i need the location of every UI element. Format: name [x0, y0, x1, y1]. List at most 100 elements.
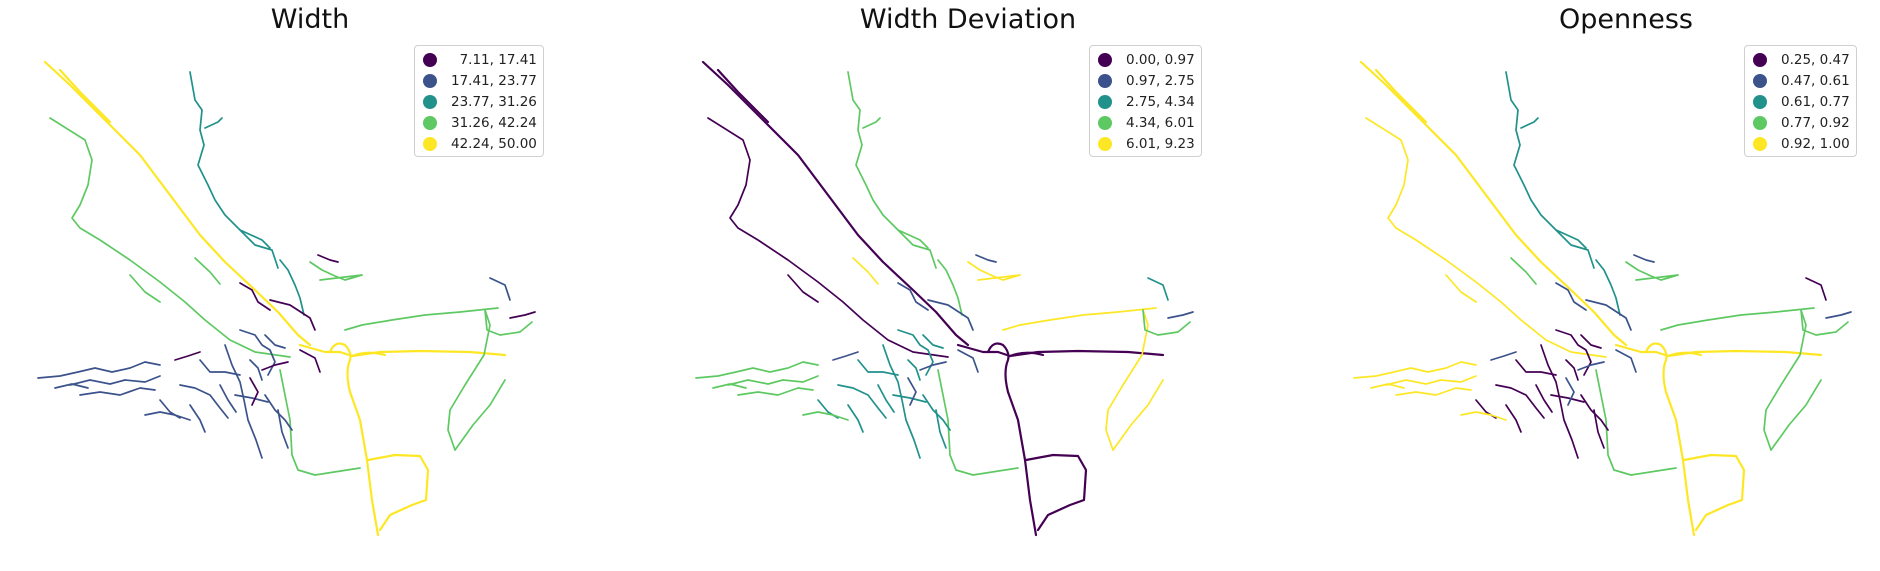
- street-segment-branch: [447, 309, 491, 451]
- street-segment-town: [489, 277, 511, 301]
- street-network-map: [37, 60, 536, 537]
- street-segment-town: [189, 404, 206, 433]
- street-segment-east_road: [1595, 369, 1677, 476]
- legend-label: 17.41, 23.77: [451, 72, 537, 89]
- legend-swatch: [423, 115, 437, 130]
- street-segment-ring: [1008, 351, 1045, 358]
- street-segment-misc: [299, 349, 321, 373]
- street-segment-town: [907, 359, 921, 381]
- legend-label: 0.92, 1.00: [1781, 135, 1850, 152]
- legend-entry: 0.77, 0.92: [1753, 112, 1850, 133]
- street-segment-west: [1395, 387, 1472, 396]
- street-segment-branch: [1770, 379, 1822, 451]
- street-segment-misc: [957, 349, 979, 373]
- street-segment-branch: [852, 257, 879, 285]
- street-segment-highway: [1374, 68, 1428, 124]
- street-segment-north_road: [897, 229, 929, 249]
- street-segment-misc: [174, 351, 201, 361]
- street-segment-west: [69, 375, 161, 386]
- street-segment-north_road: [1520, 117, 1539, 129]
- street-segment-highway: [43, 60, 312, 347]
- street-segment-nw_road: [787, 274, 819, 303]
- legend-entry: 0.61, 0.77: [1753, 91, 1850, 112]
- street-segment-branch: [1660, 307, 1815, 331]
- legend-entry: 0.92, 1.00: [1753, 133, 1850, 154]
- panel-title: Width: [270, 4, 350, 35]
- street-segment-misc: [1555, 282, 1587, 311]
- street-segment-north_road: [279, 259, 305, 316]
- street-segment-highway: [58, 68, 112, 124]
- panel-title: Openness: [1559, 4, 1693, 35]
- panel-title: Width Deviation: [859, 4, 1077, 35]
- street-network-map: [1353, 60, 1852, 537]
- legend-swatch: [1098, 115, 1112, 130]
- street-segment-east_road: [279, 369, 361, 476]
- map-panel-openness: Openness 0.25, 0.47 0.47, 0.61 0.61, 0.7…: [1316, 0, 1880, 571]
- street-segment-north_road: [937, 259, 963, 316]
- street-segment-town: [847, 404, 864, 433]
- legend-label: 23.77, 31.26: [451, 93, 537, 110]
- street-segment-town: [264, 394, 293, 431]
- street-segment-town: [249, 359, 263, 381]
- street-segment-branch: [1002, 307, 1157, 331]
- street-segment-misc: [1585, 299, 1632, 331]
- street-segment-north_road: [1505, 71, 1595, 269]
- street-segment-branch: [1763, 309, 1807, 451]
- street-segment-misc: [509, 311, 536, 319]
- legend-entry: 6.01, 9.23: [1098, 133, 1195, 154]
- street-segment-branch: [1112, 379, 1164, 451]
- street-segment-branch: [967, 261, 1021, 281]
- street-segment-west: [802, 411, 849, 421]
- street-segment-ring: [1666, 351, 1703, 358]
- street-segment-town: [892, 394, 927, 403]
- map-panel-width-deviation: Width Deviation 0.00, 0.97 0.97, 2.75 2.…: [658, 0, 1278, 571]
- legend-swatch: [1098, 94, 1112, 109]
- legend-swatch: [1753, 52, 1767, 67]
- legend-label: 42.24, 50.00: [451, 135, 537, 152]
- street-segment-town: [1515, 359, 1557, 376]
- legend-swatch: [1098, 73, 1112, 88]
- legend-entry: 2.75, 4.34: [1098, 91, 1195, 112]
- legend-entry: 0.00, 0.97: [1098, 49, 1195, 70]
- street-segment-south: [348, 390, 380, 537]
- street-segment-nw_road: [49, 117, 291, 358]
- street-segment-west: [1385, 375, 1477, 386]
- street-segment-town: [1565, 359, 1579, 381]
- street-segment-misc: [1490, 351, 1517, 361]
- street-segment-ring: [298, 343, 507, 358]
- legend-label: 0.25, 0.47: [1781, 51, 1850, 68]
- street-segment-north_road: [847, 71, 937, 269]
- street-segment-branch: [194, 257, 221, 285]
- street-segment-branch: [309, 261, 363, 281]
- street-segment-nw_road: [1365, 117, 1607, 358]
- street-segment-misc: [1825, 311, 1852, 319]
- street-segment-north_road: [1595, 259, 1621, 316]
- street-segment-town: [1540, 344, 1579, 459]
- street-segment-town: [179, 384, 229, 419]
- street-segment-north_road: [1555, 229, 1587, 249]
- street-segment-misc: [1615, 349, 1637, 373]
- legend-entry: 0.47, 0.61: [1753, 70, 1850, 91]
- street-segment-misc: [975, 254, 997, 263]
- street-segment-south: [1024, 453, 1088, 532]
- street-segment-west: [695, 361, 819, 379]
- legend-label: 6.01, 9.23: [1126, 135, 1195, 152]
- street-segment-east_road: [1142, 309, 1191, 336]
- legend-swatch: [1753, 94, 1767, 109]
- legend-swatch: [423, 94, 437, 109]
- street-segment-east_road: [937, 369, 1019, 476]
- legend-label: 0.00, 0.97: [1126, 51, 1195, 68]
- street-segment-town: [264, 334, 286, 349]
- street-segment-north_road: [204, 117, 223, 129]
- legend-label: 31.26, 42.24: [451, 114, 537, 131]
- street-segment-west: [37, 361, 161, 379]
- street-segment-town: [1535, 384, 1553, 413]
- street-segment-ring: [328, 342, 352, 394]
- street-segment-town: [277, 409, 289, 449]
- street-segment-town: [1495, 384, 1545, 419]
- street-segment-misc: [832, 351, 859, 361]
- street-segment-west: [144, 411, 191, 421]
- street-segment-south: [1006, 390, 1038, 537]
- street-segment-east_road: [1800, 309, 1849, 336]
- map-panel-width: Width 7.11, 17.41 17.41, 23.77 23.77, 31…: [0, 0, 620, 571]
